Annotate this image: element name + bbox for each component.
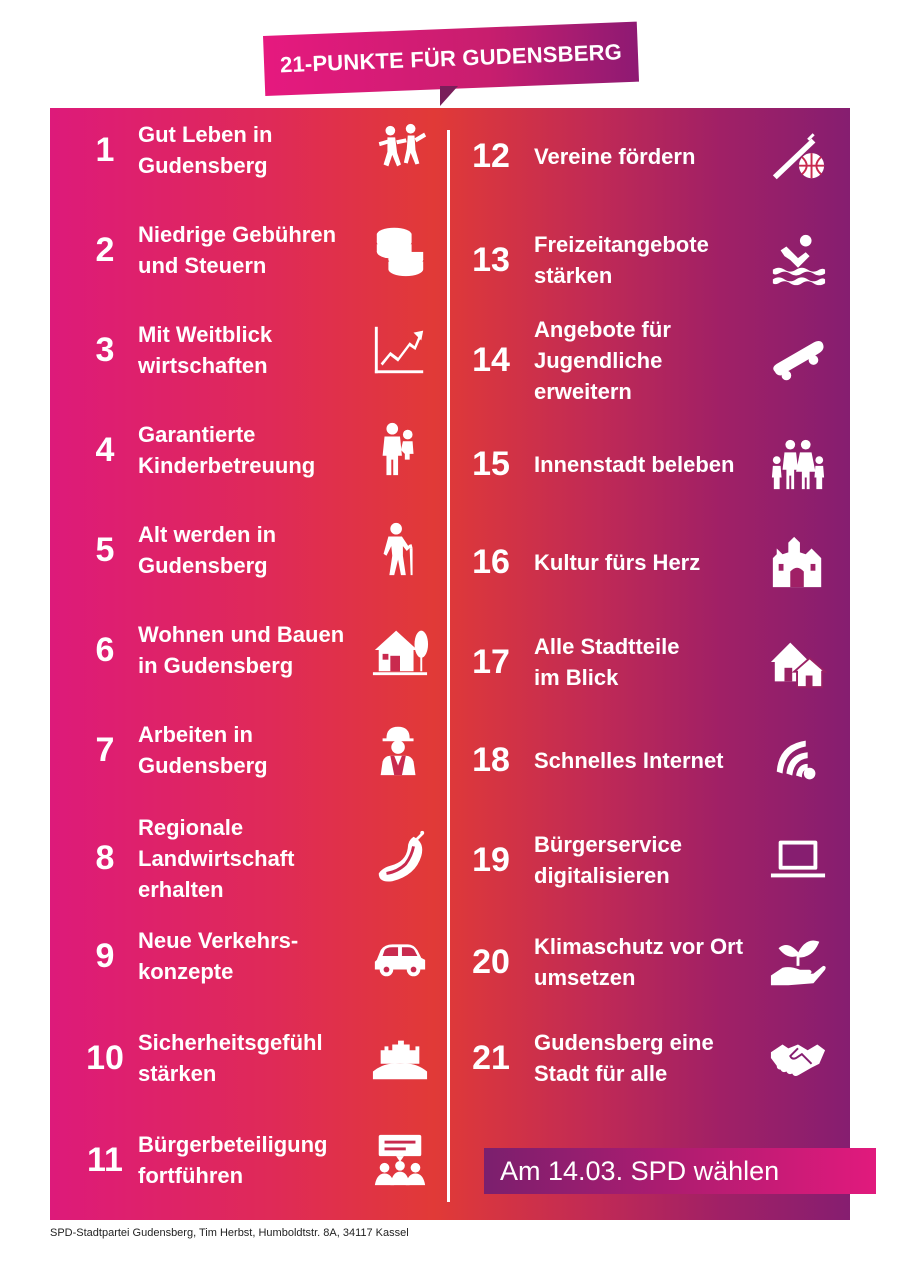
point-label: Niedrige Gebühren und Steuern xyxy=(138,222,337,278)
point-number: 10 xyxy=(86,1038,124,1077)
point-item-18: 18 Schnelles Internet xyxy=(50,720,850,800)
point-number: 15 xyxy=(472,444,510,483)
point-number: 11 xyxy=(87,1140,123,1179)
point-label: Neue Verkehrs- konzepte xyxy=(138,928,299,984)
point-item-16: 16 Kultur fürs Herz xyxy=(50,522,850,602)
skateboard-icon xyxy=(766,330,830,390)
point-number: 16 xyxy=(472,542,510,581)
point-label: Arbeiten in Gudensberg xyxy=(138,722,268,778)
point-label: Klimaschutz vor Ort umsetzen xyxy=(534,934,744,990)
castle-hill-icon xyxy=(368,1028,432,1088)
point-number: 19 xyxy=(472,840,510,879)
point-item-17: 17 Alle Stadtteile im Blick xyxy=(50,622,850,702)
wifi-signal-icon xyxy=(766,730,830,790)
point-label: Sicherheitsgefühl stärken xyxy=(138,1030,323,1086)
vote-call-to-action: Am 14.03. SPD wählen xyxy=(484,1148,876,1194)
point-label: Freizeitangebote stärken xyxy=(534,232,709,288)
point-number: 1 xyxy=(95,130,115,169)
point-item-10: 10 Sicherheitsgefühl stärken xyxy=(50,1018,850,1098)
imprint: SPD-Stadtpartei Gudensberg, Tim Herbst, … xyxy=(50,1227,409,1239)
point-item-14: 14 Angebote für Jugendliche erweitern xyxy=(50,316,850,404)
title-banner: 21-PUNKTE FÜR GUDENSBERG xyxy=(263,21,640,96)
castle-icon xyxy=(766,532,830,592)
point-item-15: 15 Innenstadt beleben xyxy=(50,424,850,504)
point-label: Regionale Landwirtschaft erhalten xyxy=(138,814,295,902)
family-icon xyxy=(766,434,830,494)
point-item-19: 19 Bürgerservice digitalisieren xyxy=(50,820,850,900)
point-number: 2 xyxy=(95,230,115,269)
flute-and-ball-icon xyxy=(766,126,830,186)
point-label: Vereine fördern xyxy=(534,143,696,169)
point-label: Kultur fürs Herz xyxy=(534,549,701,575)
point-item-8: 8 Regionale Landwirtschaft erhalten xyxy=(50,814,850,902)
coins-icon xyxy=(368,220,432,280)
construction-worker-icon xyxy=(368,720,432,780)
points-panel: 1 Gut Leben in Gudensberg 2 Niedrige Gebühr… xyxy=(50,108,850,1220)
point-label: Bürgerservice digitalisieren xyxy=(534,832,682,888)
cta-text: Am 14.03. SPD wählen xyxy=(500,1155,780,1186)
point-number: 12 xyxy=(472,136,510,175)
parent-with-child-icon xyxy=(368,420,432,480)
laptop-icon xyxy=(766,830,830,890)
senior-with-cane-icon xyxy=(368,520,432,580)
point-label: Innenstadt beleben xyxy=(534,451,735,477)
point-label: Alt werden in Gudensberg xyxy=(138,522,277,578)
point-item-12: 12 Vereine fördern xyxy=(50,116,850,196)
point-label: Angebote für Jugendliche erweitern xyxy=(534,316,671,404)
point-item-3: 3 Mit Weitblick wirtschaften xyxy=(50,310,850,390)
point-number: 14 xyxy=(472,340,510,379)
swimmer-icon xyxy=(766,230,830,290)
point-item-1: 1 Gut Leben in Gudensberg xyxy=(50,110,850,190)
point-number: 5 xyxy=(95,530,115,569)
group-discussion-icon xyxy=(368,1130,432,1190)
point-item-7: 7 Arbeiten in Gudensberg xyxy=(50,710,850,790)
point-number: 9 xyxy=(95,936,115,975)
point-label: Garantierte Kinderbetreuung xyxy=(138,422,316,478)
point-number: 6 xyxy=(95,630,115,669)
houses-icon xyxy=(766,632,830,692)
point-number: 13 xyxy=(472,240,510,279)
handshake-icon xyxy=(766,1028,830,1088)
point-item-11: 11 Bürgerbeteiligung fortführen xyxy=(50,1120,850,1200)
point-number: 20 xyxy=(472,942,510,981)
point-label: Schnelles Internet xyxy=(534,747,724,773)
car-icon xyxy=(368,926,432,986)
point-item-4: 4 Garantierte Kinderbetreuung xyxy=(50,410,850,490)
point-number: 21 xyxy=(472,1038,510,1077)
point-number: 7 xyxy=(95,730,115,769)
house-with-tree-icon xyxy=(368,620,432,680)
point-number: 18 xyxy=(472,740,510,779)
point-label: Gut Leben in Gudensberg xyxy=(138,122,273,178)
banner-fold xyxy=(440,86,458,106)
sausage-icon xyxy=(368,828,432,888)
point-number: 3 xyxy=(95,330,115,369)
point-label: Alle Stadtteile im Blick xyxy=(534,634,680,690)
point-item-2: 2 Niedrige Gebühren und Steuern xyxy=(50,210,850,290)
point-item-5: 5 Alt werden in Gudensberg xyxy=(50,510,850,590)
point-label: Gudensberg eine Stadt für alle xyxy=(534,1030,714,1086)
plant-in-hand-icon xyxy=(766,932,830,992)
point-number: 4 xyxy=(95,430,115,469)
point-number: 8 xyxy=(95,838,115,877)
point-item-13: 13 Freizeitangebote stärken xyxy=(50,220,850,300)
point-item-20: 20 Klimaschutz vor Ort umsetzen xyxy=(50,922,850,1002)
point-item-6: 6 Wohnen und Bauen in Gudensberg xyxy=(50,610,850,690)
growth-chart-icon xyxy=(368,320,432,380)
point-item-9: 9 Neue Verkehrs- konzepte xyxy=(50,916,850,996)
point-item-21: 21 Gudensberg eine Stadt für alle xyxy=(50,1018,850,1098)
point-label: Bürgerbeteiligung fortführen xyxy=(138,1132,328,1188)
point-label: Mit Weitblick wirtschaften xyxy=(138,322,273,378)
page-title: 21-PUNKTE FÜR GUDENSBERG xyxy=(279,39,623,78)
dancing-people-icon xyxy=(368,120,432,180)
point-number: 17 xyxy=(472,642,510,681)
column-divider xyxy=(447,130,450,1202)
point-label: Wohnen und Bauen in Gudensberg xyxy=(138,622,345,678)
